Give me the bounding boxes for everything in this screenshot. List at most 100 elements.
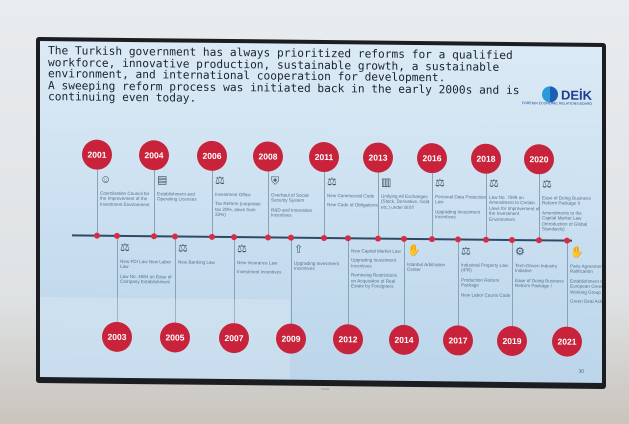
milestone-text: Ease of Doing Business Reform Package II — [542, 195, 591, 207]
people-network-icon: ☺ — [100, 173, 112, 186]
timeline-connector — [512, 241, 513, 327]
timeline-marker — [151, 233, 157, 240]
timeline-connector — [97, 169, 98, 235]
milestone-text: Personal Data Protection Law — [435, 194, 487, 205]
overlay-paragraph-1: The Turkish government has always priori… — [48, 44, 513, 85]
milestone-2012: New Capital Market Law Upgrading Investme… — [351, 244, 403, 293]
year-badge-2020: 2020 — [524, 144, 554, 175]
scales-icon: ⚖ — [542, 178, 552, 191]
year-badge-2007: 2007 — [219, 322, 249, 354]
year-badge-2012: 2012 — [333, 324, 363, 355]
year-badge-2008: 2008 — [253, 141, 283, 172]
timeline-marker — [345, 235, 351, 242]
milestone-text: Investment Incentives — [237, 269, 282, 275]
milestone-2003: ⚖ New FDI Law New Labor Law Law No. 4684 o… — [120, 242, 172, 289]
milestone-text: Overhaul of Social Security System — [271, 192, 309, 204]
timeline-connector — [404, 239, 405, 325]
year-badge-2019: 2019 — [497, 325, 527, 357]
timeline-marker — [375, 235, 381, 242]
timeline-marker — [288, 234, 294, 241]
milestone-2009: ⇧ Upgrading Investment Incentives — [294, 244, 346, 276]
milestone-text: Establishment of European Green Deal Wor… — [570, 278, 602, 295]
milestone-2017: ⚖ Industrial Property Law (IPR) Production… — [461, 245, 513, 302]
timeline-connector — [567, 241, 568, 327]
timeline-marker — [265, 234, 271, 241]
milestone-text: Upgrading Investment Incentives — [435, 209, 480, 220]
milestone-2019: ⚙ Tech-Driven Industry Initiative Ease of … — [515, 246, 567, 293]
timeline-connector — [378, 172, 379, 238]
timeline-marker — [483, 236, 489, 243]
year-badge-2006: 2006 — [197, 140, 227, 172]
milestone-2011: ⚖ New Commercial Code New Code of Obligati… — [327, 176, 379, 212]
timeline-connector — [154, 170, 155, 236]
scales-icon: ⚖ — [327, 176, 337, 189]
milestone-text: Unifying All Exchanges (Stock, Derivativ… — [381, 193, 430, 210]
year-badge-2003: 2003 — [102, 321, 132, 353]
chart-icon: ▥ — [381, 176, 392, 189]
none — [351, 244, 403, 245]
year-badge-2017: 2017 — [443, 325, 473, 356]
scales-icon: ⚖ — [215, 174, 225, 187]
milestone-text: New Commercial Code — [327, 193, 375, 199]
milestone-2004: ▤ Establishment and Operating Licenses — [157, 174, 209, 206]
milestone-2001: ☺ Coordination Council for the Improvemen… — [100, 174, 152, 212]
milestone-text: Establishment and Operating Licenses — [157, 191, 197, 203]
year-badge-2018: 2018 — [471, 143, 501, 174]
scales-icon: ⚖ — [120, 241, 130, 254]
logo-subtitle: FOREIGN ECONOMIC RELATIONS BOARD — [521, 101, 592, 106]
milestone-text: Istanbul Arbitration Center — [407, 261, 446, 273]
timeline-connector — [212, 170, 213, 236]
timeline-marker — [429, 236, 435, 243]
milestone-text: New FDI Law New Labor Law — [120, 258, 172, 270]
milestone-text: Removing Restrictions on Acquisition of … — [351, 272, 397, 289]
milestone-2007: ⚖ New Insurance Law Investment Incentives — [237, 243, 289, 279]
milestone-text: New Insurance Law — [237, 260, 278, 266]
milestone-2013: ▥ Unifying All Exchanges (Stock, Derivati… — [381, 177, 433, 215]
milestone-text: Law No. 4684 on Ease of Company Establis… — [120, 273, 172, 285]
milestone-text: Amendments to the Capital Market Law (In… — [542, 210, 588, 232]
timeline-connector — [486, 173, 487, 239]
year-badge-2021: 2021 — [552, 326, 582, 357]
timeline-marker — [172, 233, 178, 240]
milestone-text: Law No. 7099 on Amendment to Certain Law… — [489, 194, 540, 222]
year-badge-2013: 2013 — [363, 142, 393, 173]
scales-icon: ⚖ — [178, 242, 188, 255]
year-badge-2011: 2011 — [309, 141, 339, 173]
milestone-2006: ⚖ Investment Office Tax Reform (corporate … — [215, 175, 267, 222]
overlay-paragraph-2: A sweeping reform process was initiated … — [48, 78, 520, 105]
gear-tech-icon: ⚙ — [515, 246, 525, 259]
timeline-marker — [401, 235, 407, 242]
milestone-2021: ✋ Paris Agreement Ratification Establishme… — [570, 247, 602, 309]
timeline-connector — [348, 239, 349, 325]
slide: The Turkish government has always priori… — [40, 41, 602, 383]
milestone-text: Green Deal Action Plan — [570, 298, 602, 305]
timeline-connector — [291, 238, 292, 324]
timeline-marker — [231, 234, 237, 241]
timeline-connector — [539, 174, 540, 240]
timeline-connector — [324, 172, 325, 238]
milestone-text: Production Reform Package — [461, 277, 500, 288]
year-badge-2009: 2009 — [276, 323, 306, 354]
milestone-text: Tax Reform (corporate tax 20%, down from… — [215, 201, 261, 218]
milestone-text: New Capital Market Law — [351, 248, 401, 254]
logo-name: DEİK — [560, 87, 592, 103]
milestone-text: New Labor Courts Code — [461, 292, 511, 298]
milestone-text: Coordination Council for the Improvement… — [100, 190, 150, 208]
milestone-2005: ⚖ New Banking Law — [178, 243, 230, 270]
handshake-icon: ✋ — [570, 246, 584, 259]
milestone-text: Paris Agreement Ratification — [570, 263, 602, 275]
shield-plus-icon: ⛨ — [271, 175, 280, 188]
year-badge-2014: 2014 — [389, 324, 419, 356]
scales-icon: ⚖ — [237, 243, 247, 256]
year-badge-2005: 2005 — [160, 322, 190, 353]
timeline-marker — [536, 237, 542, 244]
milestone-text: Ease of Doing Business Reform Package I — [515, 277, 564, 289]
year-badge-2001: 2001 — [82, 139, 112, 170]
milestone-text: Upgrading Investment Incentives — [294, 260, 339, 272]
milestone-2014: ✋ Istanbul Arbitration Center — [407, 245, 459, 277]
page-number: 30 — [578, 368, 584, 375]
milestone-text: R&D and Innovation Incentives — [271, 207, 313, 218]
deik-logo: DEİK FOREIGN ECONOMIC RELATIONS BOARD — [522, 86, 592, 106]
milestone-text: Tech-Driven Industry Initiative — [515, 263, 558, 274]
timeline-connector — [458, 240, 459, 326]
